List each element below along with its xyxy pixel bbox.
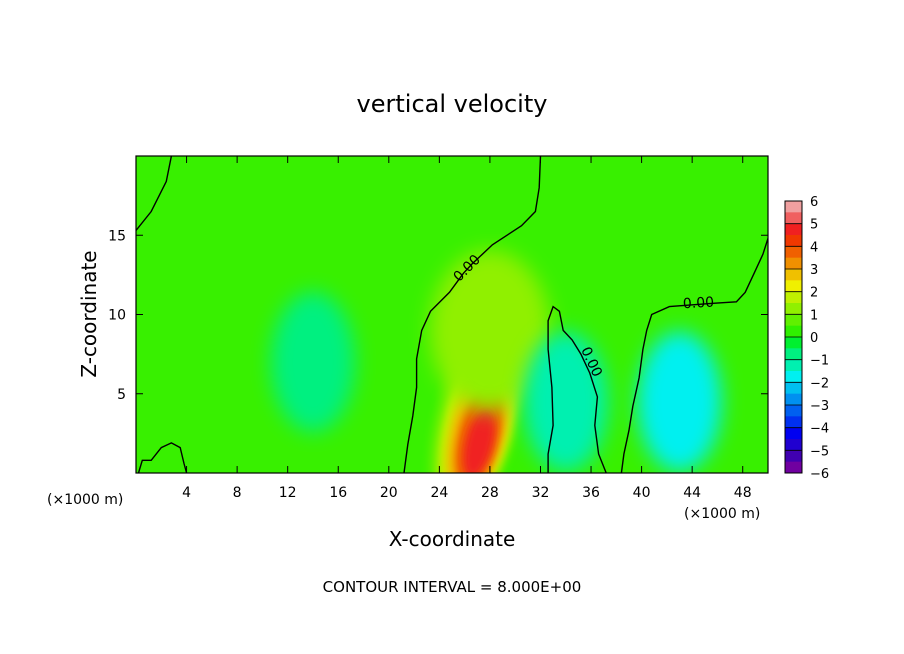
x-axis-label: X-coordinate — [389, 527, 516, 551]
updraft-core-level — [463, 408, 495, 473]
x-tick-label: 28 — [481, 485, 499, 501]
zero-contour-line — [136, 156, 173, 231]
contour-label: 0.00 — [682, 295, 714, 313]
colorbar-swatch — [785, 235, 802, 247]
zero-contour-line — [547, 305, 607, 473]
colorbar-tick-label: −3 — [810, 399, 829, 414]
colorbar-tick-label: −2 — [810, 376, 829, 391]
colorbar-swatch — [785, 337, 802, 349]
feature-blob — [637, 331, 722, 472]
colorbar-swatch — [785, 246, 802, 259]
colorbar-swatch — [785, 405, 802, 417]
feature-blob — [270, 292, 355, 433]
y-axis-ticks: 5 10 15 — [108, 228, 768, 403]
x-unit-label: (×1000 m) — [684, 506, 760, 522]
contour-interval-note: CONTOUR INTERVAL = 8.000E+00 — [323, 578, 582, 596]
colorbar-swatch — [785, 280, 802, 293]
colorbar-swatch — [785, 382, 802, 395]
zero-contour-line — [403, 156, 542, 473]
y-tick-label: 10 — [108, 308, 126, 324]
colorbar-swatch — [785, 359, 802, 372]
colorbar-tick-label: −4 — [810, 422, 829, 437]
y-axis-label: Z-coordinate — [77, 250, 101, 377]
colorbar-tick-label: 3 — [810, 263, 818, 278]
x-tick-label: 36 — [582, 485, 600, 501]
x-tick-label: 20 — [380, 485, 398, 501]
y-tick-label: 15 — [108, 228, 126, 244]
colorbar-swatch — [785, 269, 802, 281]
colorbar: 6 5 4 3 2 1 0 −1 −2 −3 −4 −5 −6 — [784, 195, 829, 482]
feature-blob — [429, 250, 550, 411]
colorbar-tick-label: −5 — [810, 444, 829, 459]
feature-downdraft — [637, 331, 722, 472]
x-axis-ticks: 4 8 12 16 20 24 28 32 36 40 44 48 — [182, 156, 752, 501]
colorbar-tick-label: 5 — [810, 218, 818, 233]
colorbar-swatch — [785, 439, 802, 451]
colorbar-swatch — [785, 201, 802, 213]
colorbar-tick-label: 2 — [810, 286, 818, 301]
x-tick-label: 48 — [734, 485, 752, 501]
colorbar-swatch — [785, 257, 802, 270]
colorbar-tick-label: 4 — [810, 240, 818, 255]
colorbar-tick-label: −1 — [810, 354, 829, 369]
colorbar-swatch — [785, 450, 802, 463]
x-tick-label: 16 — [329, 485, 347, 501]
colorbar-swatch — [785, 427, 802, 440]
x-tick-label: 12 — [279, 485, 297, 501]
zero-contour-line — [137, 442, 188, 473]
feature-weak-updraft — [429, 250, 550, 411]
colorbar-tick-label: −6 — [810, 467, 829, 482]
x-tick-label: 32 — [532, 485, 550, 501]
x-tick-label: 44 — [683, 485, 701, 501]
feature-downdraft — [270, 292, 355, 433]
colorbar-swatch — [785, 416, 802, 429]
colorbar-swatch — [785, 393, 802, 406]
y-tick-label: 5 — [117, 387, 126, 403]
x-tick-label: 4 — [182, 485, 191, 501]
y-unit-label: (×1000 m) — [47, 492, 123, 508]
colorbar-tick-label: 6 — [810, 195, 818, 210]
colorbar-tick-label: 0 — [810, 331, 818, 346]
x-tick-label: 24 — [430, 485, 448, 501]
colorbar-swatch — [785, 291, 802, 304]
field-features — [270, 250, 722, 473]
colorbar-swatch — [785, 325, 802, 338]
x-tick-label: 8 — [233, 485, 242, 501]
colorbar-swatch — [785, 223, 802, 236]
colorbar-tick-label: 1 — [810, 308, 818, 323]
colorbar-swatch — [785, 212, 802, 225]
colorbar-swatch — [785, 461, 802, 474]
plot-field: 0.000.000.00 — [136, 156, 768, 473]
zero-contour-line — [620, 238, 768, 473]
colorbar-swatch — [785, 303, 802, 315]
colorbar-swatch — [785, 314, 802, 327]
x-tick-label: 40 — [633, 485, 651, 501]
chart-title: vertical velocity — [357, 90, 548, 118]
colorbar-swatch — [785, 371, 802, 383]
colorbar-swatch — [785, 348, 802, 361]
